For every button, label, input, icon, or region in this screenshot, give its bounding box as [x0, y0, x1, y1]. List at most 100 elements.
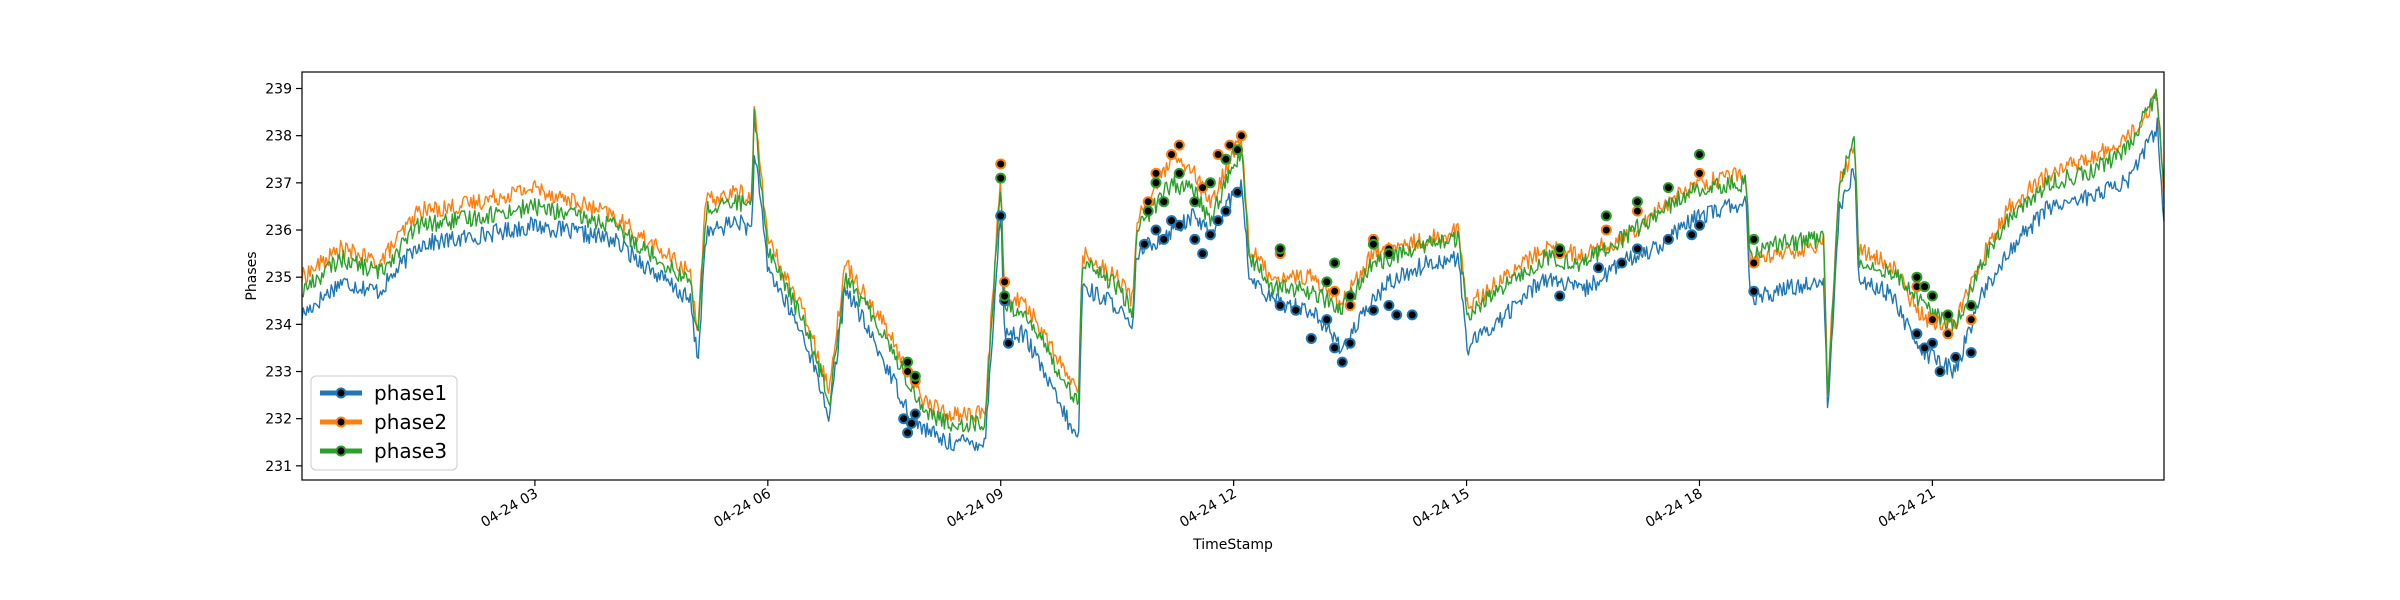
highlight-point-phase1 [1344, 337, 1356, 349]
highlight-point-phase1 [1919, 342, 1931, 354]
highlight-point-phase3 [1926, 290, 1938, 302]
highlight-point-phase2 [1224, 139, 1236, 151]
highlight-point-phase1 [1336, 356, 1348, 368]
highlight-point-phase1 [1662, 233, 1674, 245]
highlight-point-phase3 [1911, 271, 1923, 283]
highlight-point-phase3 [1942, 309, 1954, 321]
highlight-point-phase3 [1321, 276, 1333, 288]
legend-label-phase2: phase2 [374, 410, 447, 434]
highlight-point-phase1 [1391, 309, 1403, 321]
highlight-point-phase3 [1158, 196, 1170, 208]
highlight-point-phase1 [1197, 248, 1209, 260]
highlight-point-phase3 [1694, 149, 1705, 160]
highlight-point-phase1 [898, 413, 910, 425]
highlight-point-phase2 [995, 158, 1007, 170]
highlight-point-phase2 [1942, 328, 1954, 340]
highlight-point-phase3 [1600, 210, 1612, 222]
highlight-point-phase1 [1003, 337, 1014, 349]
highlight-point-phase2 [1600, 224, 1612, 236]
highlight-point-phase3 [1748, 233, 1760, 245]
highlight-point-phase2 [1197, 182, 1209, 194]
highlight-point-phase1 [1321, 314, 1333, 326]
highlight-point-phase1 [1150, 224, 1162, 236]
y-tick-label: 234 [265, 317, 292, 333]
highlight-point-phase3 [1232, 144, 1243, 156]
highlight-point-phase2 [1173, 139, 1185, 151]
highlight-point-phase1 [1138, 238, 1150, 250]
highlight-point-phase3 [1383, 248, 1395, 260]
highlight-point-phase1 [1290, 304, 1302, 316]
highlight-point-phase1 [1631, 243, 1643, 255]
highlight-point-phase1 [1383, 300, 1395, 311]
y-tick-label: 232 [265, 412, 292, 428]
highlight-point-phase2 [1212, 149, 1224, 160]
highlight-point-phase2 [1631, 205, 1643, 217]
legend-marker-phase3 [335, 445, 347, 457]
highlight-point-phase3 [1150, 177, 1162, 189]
highlight-point-phase1 [1406, 309, 1418, 321]
highlight-point-phase1 [995, 210, 1007, 222]
series-line-phase2 [301, 92, 2165, 423]
highlight-point-phase1 [1911, 328, 1923, 340]
highlighted-points [898, 130, 1977, 439]
highlight-point-phase1 [1189, 233, 1201, 245]
highlight-point-phase3 [1919, 281, 1931, 293]
highlight-point-phase2 [1344, 300, 1356, 311]
highlight-point-phase1 [1616, 257, 1628, 269]
highlight-point-phase1 [1748, 285, 1760, 297]
highlight-point-phase1 [1305, 333, 1317, 344]
highlight-point-phase2 [1235, 130, 1247, 142]
y-tick-label: 231 [265, 459, 292, 475]
highlight-point-phase1 [1593, 262, 1604, 274]
highlight-point-phase3 [1662, 182, 1674, 194]
y-tick-label: 237 [265, 176, 292, 192]
highlight-point-phase1 [1950, 351, 1962, 363]
x-axis-label: TimeStamp [1192, 537, 1273, 553]
highlight-point-phase3 [1329, 257, 1341, 269]
highlight-point-phase3 [1631, 196, 1643, 208]
highlight-point-phase1 [1212, 215, 1224, 227]
highlight-point-phase1 [1204, 229, 1216, 241]
highlight-point-phase3 [1220, 153, 1232, 165]
highlight-point-phase1 [1232, 186, 1243, 198]
highlight-point-phase1 [1158, 233, 1170, 245]
highlight-point-phase1 [1329, 342, 1341, 354]
highlight-point-phase1 [1173, 219, 1185, 231]
highlight-point-phase2 [1748, 257, 1760, 269]
highlight-point-phase3 [1142, 205, 1154, 217]
highlight-point-phase1 [1367, 304, 1379, 316]
highlight-point-phase2 [1965, 314, 1977, 326]
series-line-phase3 [301, 88, 2165, 433]
highlight-point-phase2 [999, 276, 1011, 288]
highlight-point-phase1 [1926, 337, 1938, 349]
highlight-point-phase2 [1142, 196, 1154, 208]
y-tick-label: 235 [265, 270, 292, 286]
highlight-point-phase3 [999, 290, 1011, 302]
plot-frame [301, 71, 2165, 481]
highlight-point-phase1 [1220, 205, 1232, 217]
highlight-point-phase1 [1934, 366, 1946, 377]
highlight-point-phase3 [1367, 238, 1379, 250]
highlight-point-phase3 [1554, 243, 1566, 255]
highlight-point-phase3 [909, 370, 921, 382]
highlight-point-phase1 [909, 408, 921, 420]
y-axis-ticks: 231 232 233 234 235 236 237 238 239 [265, 82, 302, 475]
highlight-point-phase3 [902, 356, 914, 368]
highlight-point-phase2 [1694, 167, 1705, 179]
legend-label-phase1: phase1 [374, 381, 447, 405]
highlight-point-phase1 [906, 417, 917, 429]
y-tick-label: 233 [265, 365, 292, 381]
y-tick-label: 236 [265, 223, 292, 239]
legend: phase1 phase2 phase3 [310, 375, 458, 471]
legend-box [310, 375, 458, 471]
highlight-point-phase3 [1204, 177, 1216, 189]
highlight-point-phase2 [1166, 149, 1177, 160]
highlight-point-phase2 [1926, 314, 1938, 326]
y-tick-label: 239 [265, 82, 292, 98]
highlight-point-phase3 [1965, 300, 1977, 311]
highlight-point-phase1 [1965, 347, 1977, 359]
highlight-point-phase3 [1274, 243, 1286, 255]
highlight-point-phase2 [1329, 285, 1341, 297]
highlight-point-phase3 [995, 172, 1007, 184]
